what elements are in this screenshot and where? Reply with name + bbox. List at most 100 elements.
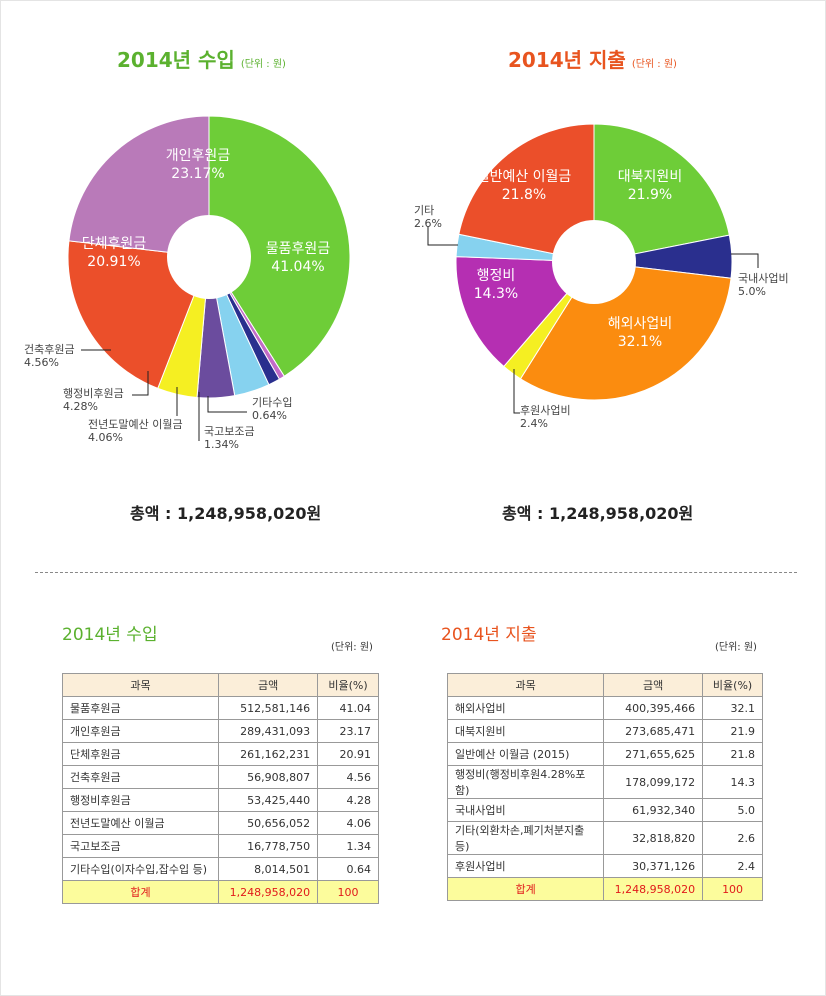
table-row: 행정비후원금 53,425,440 4.28 xyxy=(61,788,379,812)
header-subject: 과목 xyxy=(446,673,605,697)
total-row: 합계 1,248,958,020 100 xyxy=(446,877,763,901)
table-row: 기타수입(이자수입,잡수입 등) 8,014,501 0.64 xyxy=(61,857,379,881)
row-ratio: 4.56 xyxy=(317,765,379,789)
row-ratio: 41.04 xyxy=(317,696,379,720)
row-amount: 32,818,820 xyxy=(603,821,704,855)
row-subject: 건축후원금 xyxy=(61,765,220,789)
row-subject: 후원사업비 xyxy=(446,854,605,878)
row-subject: 행정비후원금 xyxy=(61,788,220,812)
expense-donut: 대북지원비 21.9% 국내사업비 5.0% 해외사업비 32.1% 후원사업비 2.4% 행정… xyxy=(414,123,789,430)
income-chart-unit: (단위 : 원) xyxy=(240,59,286,70)
total-row: 합계 1,248,958,020 100 xyxy=(61,880,379,904)
slice-label-해외사업비: 해외사업비 32.1% xyxy=(608,316,672,350)
slice-label-전년도말예산-이월금: 전년도말예산 이월금 4.06% xyxy=(88,418,183,444)
table-header-row: 과목 금액 비율(%) xyxy=(446,673,763,697)
expense-table-unit: (단위: 원) xyxy=(715,642,757,653)
table-header-row: 과목 금액 비율(%) xyxy=(61,673,379,697)
header-ratio: 비율(%) xyxy=(702,673,763,697)
row-amount: 261,162,231 xyxy=(218,742,319,766)
expense-chart-title: 2014년 지출 (단위 : 원) xyxy=(508,48,677,72)
slice-label-국고보조금: 국고보조금 1.34% xyxy=(204,425,255,451)
row-ratio: 2.6 xyxy=(702,821,763,855)
table-row: 후원사업비 30,371,126 2.4 xyxy=(446,854,763,878)
header-ratio: 비율(%) xyxy=(317,673,379,697)
row-subject: 일반예산 이월금 (2015) xyxy=(446,742,605,766)
row-ratio: 21.9 xyxy=(702,719,763,743)
table-row: 일반예산 이월금 (2015) 271,655,625 21.8 xyxy=(446,742,763,766)
slice-label-건축후원금: 건축후원금 4.56% xyxy=(24,343,75,369)
table-row: 국고보조금 16,778,750 1.34 xyxy=(61,834,379,858)
leader-line-후원사업비 xyxy=(513,369,520,414)
total-amount: 1,248,958,020 xyxy=(218,880,319,904)
row-amount: 8,014,501 xyxy=(218,857,319,881)
row-amount: 289,431,093 xyxy=(218,719,319,743)
row-ratio: 20.91 xyxy=(317,742,379,766)
income-table: 과목 금액 비율(%) 물품후원금 512,581,146 41.04 개인후원금 2… xyxy=(61,673,379,904)
row-subject: 국고보조금 xyxy=(61,834,220,858)
row-amount: 16,778,750 xyxy=(218,834,319,858)
header-subject: 과목 xyxy=(61,673,220,697)
income-chart-title: 2014년 수입 (단위 : 원) xyxy=(117,48,286,72)
slice-일반예산-이월금 xyxy=(458,123,595,263)
total-ratio: 100 xyxy=(702,877,763,901)
table-row: 기타(외환차손,폐기처분지출 등) 32,818,820 2.6 xyxy=(446,821,763,855)
table-row: 전년도말예산 이월금 50,656,052 4.06 xyxy=(61,811,379,835)
row-subject: 국내사업비 xyxy=(446,798,605,822)
table-row: 물품후원금 512,581,146 41.04 xyxy=(61,696,379,720)
row-subject: 단체후원금 xyxy=(61,742,220,766)
row-amount: 61,932,340 xyxy=(603,798,704,822)
row-ratio: 4.28 xyxy=(317,788,379,812)
income-donut: 물품후원금 41.04% 기타수입 0.64% 국고보조금 1.34% 전년도말예산 이월금… xyxy=(24,115,351,451)
slice-label-단체후원금: 단체후원금 20.91% xyxy=(82,236,147,270)
total-label: 합계 xyxy=(61,880,220,904)
row-subject: 해외사업비 xyxy=(446,696,605,720)
row-subject: 기타수입(이자수입,잡수입 등) xyxy=(61,857,220,881)
row-ratio: 4.06 xyxy=(317,811,379,835)
row-ratio: 14.3 xyxy=(702,765,763,799)
table-row: 개인후원금 289,431,093 23.17 xyxy=(61,719,379,743)
row-ratio: 5.0 xyxy=(702,798,763,822)
table-row: 대북지원비 273,685,471 21.9 xyxy=(446,719,763,743)
leader-line-국내사업비 xyxy=(731,253,759,268)
slice-label-후원사업비: 후원사업비 2.4% xyxy=(520,404,571,430)
header-amount: 금액 xyxy=(218,673,319,697)
row-subject: 대북지원비 xyxy=(446,719,605,743)
row-amount: 30,371,126 xyxy=(603,854,704,878)
slice-label-일반예산-이월금: 일반예산 이월금 21.8% xyxy=(477,169,572,203)
slice-label-대북지원비: 대북지원비 21.9% xyxy=(618,169,682,203)
total-amount: 1,248,958,020 xyxy=(603,877,704,901)
table-row: 단체후원금 261,162,231 20.91 xyxy=(61,742,379,766)
table-row: 국내사업비 61,932,340 5.0 xyxy=(446,798,763,822)
row-ratio: 0.64 xyxy=(317,857,379,881)
row-amount: 53,425,440 xyxy=(218,788,319,812)
slice-label-국내사업비: 국내사업비 5.0% xyxy=(738,272,789,298)
row-amount: 400,395,466 xyxy=(603,696,704,720)
slice-label-기타수입: 기타수입 0.64% xyxy=(252,396,292,422)
income-table-title: 2014년 수입 xyxy=(62,625,158,645)
row-amount: 50,656,052 xyxy=(218,811,319,835)
row-amount: 273,685,471 xyxy=(603,719,704,743)
row-subject: 전년도말예산 이월금 xyxy=(61,811,220,835)
donut-charts: 물품후원금 41.04% 기타수입 0.64% 국고보조금 1.34% 전년도말예산 이월금… xyxy=(24,115,789,451)
header-amount: 금액 xyxy=(603,673,704,697)
expense-table: 과목 금액 비율(%) 해외사업비 400,395,466 32.1 대북지원비 27… xyxy=(446,673,763,901)
expense-table-title: 2014년 지출 xyxy=(441,625,537,645)
section-divider xyxy=(35,572,797,573)
slice-label-행정비: 행정비 14.3% xyxy=(474,268,518,302)
row-amount: 512,581,146 xyxy=(218,696,319,720)
slice-개인후원금 xyxy=(68,115,210,258)
row-subject: 기타(외환차손,폐기처분지출 등) xyxy=(446,821,605,855)
expense-donut-hole xyxy=(552,220,636,304)
expense-total: 총액 : 1,248,958,020원 xyxy=(502,504,694,523)
row-amount: 271,655,625 xyxy=(603,742,704,766)
income-donut-hole xyxy=(167,215,251,299)
row-subject: 개인후원금 xyxy=(61,719,220,743)
slice-대북지원비 xyxy=(593,123,730,263)
slice-label-물품후원금: 물품후원금 41.04% xyxy=(266,241,331,275)
leader-line-기타 xyxy=(427,226,458,246)
row-subject: 행정비(행정비후원4.28%포함) xyxy=(446,765,605,799)
slice-물품후원금 xyxy=(208,115,351,377)
row-ratio: 32.1 xyxy=(702,696,763,720)
slice-label-기타: 기타 2.6% xyxy=(414,204,442,230)
row-ratio: 23.17 xyxy=(317,719,379,743)
